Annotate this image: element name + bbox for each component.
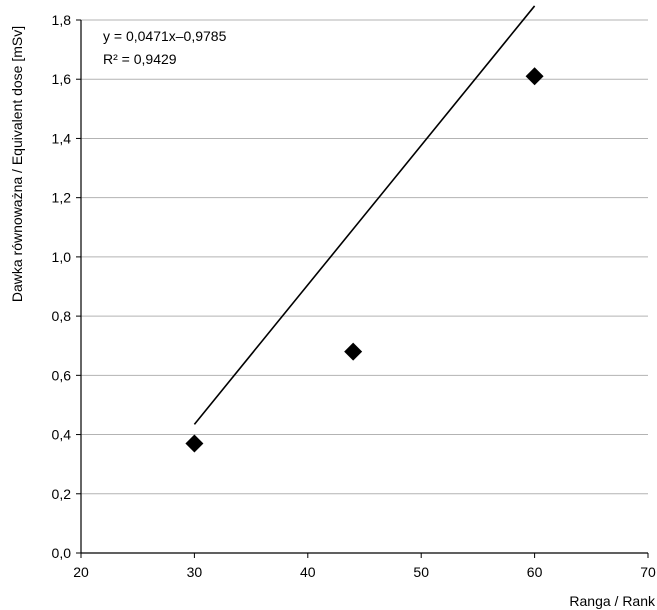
y-tick-label: 0,4 <box>52 427 72 443</box>
grid-lines <box>81 19 648 495</box>
data-point-diamond <box>185 434 204 453</box>
y-tick-label: 1,6 <box>52 71 72 87</box>
axes <box>80 20 648 554</box>
data-point-diamond <box>344 342 363 361</box>
x-tick-label: 20 <box>73 564 89 580</box>
y-tick-label: 0,0 <box>52 545 72 561</box>
y-axis-label: Dawka równoważna / Equivalent dose [mSv] <box>9 26 25 302</box>
y-tick-label: 1,4 <box>52 130 72 146</box>
trendline-r-squared: R² = 0,9429 <box>103 51 177 67</box>
y-tick-label: 1,2 <box>52 190 72 206</box>
y-tick-label: 0,8 <box>52 308 72 324</box>
x-tick-label: 30 <box>187 564 203 580</box>
x-tick-label: 50 <box>413 564 429 580</box>
data-points <box>185 67 544 453</box>
y-tick-label: 0,6 <box>52 367 72 383</box>
trendline-equation: y = 0,0471x–0,9785 <box>103 28 227 44</box>
ticks: 0,0 0,2 0,4 0,6 0,8 1,0 1,2 1,4 1,6 1,8 20 30 40 50 60… <box>52 12 656 580</box>
trendline-group <box>193 5 536 425</box>
data-point-diamond <box>525 67 544 86</box>
y-tick-label: 0,2 <box>52 486 72 502</box>
y-tick-label: 1,0 <box>52 249 72 265</box>
x-tick-label: 60 <box>527 564 543 580</box>
x-tick-label: 40 <box>300 564 316 580</box>
x-tick-label: 70 <box>640 564 656 580</box>
x-axis-label: Ranga / Rank <box>569 593 656 609</box>
y-tick-label: 1,8 <box>52 12 72 28</box>
trendline <box>193 5 536 425</box>
